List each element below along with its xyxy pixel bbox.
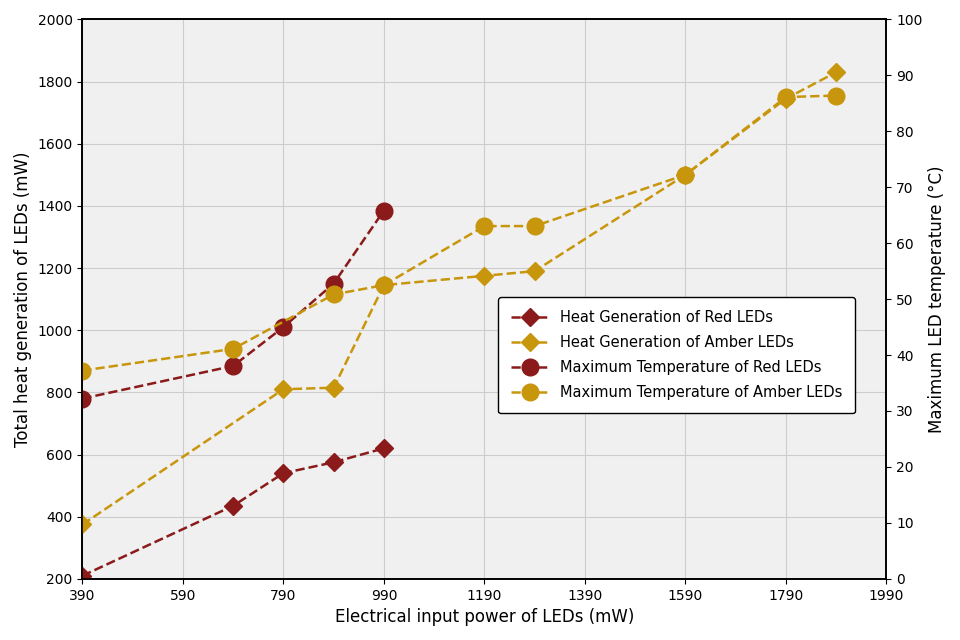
Y-axis label: Total heat generation of LEDs (mW): Total heat generation of LEDs (mW) — [13, 152, 32, 447]
Maximum Temperature of Red LEDs — [378, 207, 390, 214]
Heat Generation of Red LEDs — [328, 458, 340, 466]
Heat Generation of Amber LEDs — [77, 520, 88, 528]
Maximum Temperature of Amber LEDs — [529, 222, 540, 230]
Heat Generation of Red LEDs — [277, 469, 289, 477]
Maximum Temperature of Amber LEDs — [378, 282, 390, 289]
Heat Generation of Amber LEDs — [529, 268, 540, 275]
Maximum Temperature of Amber LEDs — [228, 345, 239, 353]
Maximum Temperature of Amber LEDs — [77, 367, 88, 374]
Heat Generation of Red LEDs — [378, 444, 390, 452]
Heat Generation of Amber LEDs — [680, 171, 691, 179]
Line: Heat Generation of Red LEDs: Heat Generation of Red LEDs — [76, 442, 390, 582]
Maximum Temperature of Red LEDs — [328, 280, 340, 287]
Maximum Temperature of Amber LEDs — [479, 222, 491, 230]
X-axis label: Electrical input power of LEDs (mW): Electrical input power of LEDs (mW) — [335, 608, 635, 626]
Line: Maximum Temperature of Red LEDs: Maximum Temperature of Red LEDs — [74, 202, 393, 407]
Y-axis label: Maximum LED temperature (°C): Maximum LED temperature (°C) — [928, 165, 947, 433]
Legend: Heat Generation of Red LEDs, Heat Generation of Amber LEDs, Maximum Temperature : Heat Generation of Red LEDs, Heat Genera… — [498, 296, 855, 413]
Maximum Temperature of Amber LEDs — [680, 171, 691, 179]
Maximum Temperature of Red LEDs — [228, 362, 239, 370]
Maximum Temperature of Amber LEDs — [780, 93, 792, 101]
Line: Maximum Temperature of Amber LEDs: Maximum Temperature of Amber LEDs — [74, 87, 845, 379]
Maximum Temperature of Red LEDs — [77, 395, 88, 403]
Maximum Temperature of Red LEDs — [277, 323, 289, 331]
Heat Generation of Red LEDs — [228, 502, 239, 509]
Heat Generation of Amber LEDs — [378, 282, 390, 289]
Heat Generation of Red LEDs — [77, 572, 88, 580]
Maximum Temperature of Amber LEDs — [830, 92, 842, 99]
Heat Generation of Amber LEDs — [479, 272, 491, 280]
Maximum Temperature of Amber LEDs — [328, 291, 340, 298]
Heat Generation of Amber LEDs — [830, 68, 842, 76]
Heat Generation of Amber LEDs — [328, 384, 340, 392]
Heat Generation of Amber LEDs — [277, 385, 289, 393]
Line: Heat Generation of Amber LEDs: Heat Generation of Amber LEDs — [76, 66, 843, 531]
Heat Generation of Amber LEDs — [780, 95, 792, 102]
